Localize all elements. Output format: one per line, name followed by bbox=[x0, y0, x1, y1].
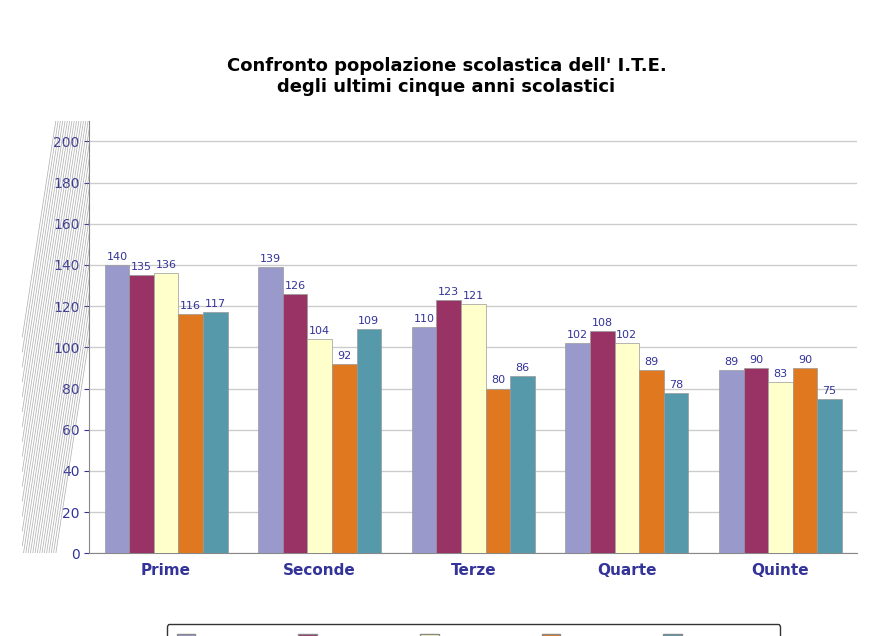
Bar bbox=[437, 300, 461, 553]
Text: 108: 108 bbox=[592, 318, 613, 328]
Bar bbox=[307, 339, 332, 553]
Text: 123: 123 bbox=[438, 287, 459, 297]
Bar bbox=[283, 294, 307, 553]
Text: 75: 75 bbox=[822, 386, 837, 396]
Bar bbox=[744, 368, 768, 553]
Bar bbox=[486, 389, 510, 553]
Bar bbox=[590, 331, 614, 553]
Text: 117: 117 bbox=[204, 300, 226, 309]
Bar bbox=[412, 327, 437, 553]
Bar bbox=[179, 314, 203, 553]
Text: 89: 89 bbox=[645, 357, 658, 367]
Text: 90: 90 bbox=[749, 355, 763, 365]
Bar bbox=[129, 275, 154, 553]
Bar bbox=[154, 273, 179, 553]
Text: 109: 109 bbox=[358, 315, 380, 326]
Text: 104: 104 bbox=[309, 326, 330, 336]
Bar bbox=[639, 370, 663, 553]
Bar bbox=[356, 329, 381, 553]
Text: 140: 140 bbox=[106, 252, 128, 262]
Bar bbox=[258, 267, 283, 553]
Text: 80: 80 bbox=[491, 375, 505, 385]
Text: 116: 116 bbox=[180, 301, 201, 312]
Bar bbox=[614, 343, 639, 553]
Text: 121: 121 bbox=[463, 291, 484, 301]
Text: 102: 102 bbox=[616, 330, 638, 340]
Text: 102: 102 bbox=[567, 330, 588, 340]
Text: 90: 90 bbox=[798, 355, 812, 365]
Text: Confronto popolazione scolastica dell' I.T.E.
degli ultimi cinque anni scolastic: Confronto popolazione scolastica dell' I… bbox=[227, 57, 666, 96]
Legend: a.s. 2012/13, a.s. 2013/14, a.s. 2014/15, a.s. 2015/16, a.s. 2016/17: a.s. 2012/13, a.s. 2013/14, a.s. 2014/15… bbox=[166, 625, 780, 636]
Bar bbox=[768, 382, 793, 553]
Bar bbox=[461, 304, 486, 553]
Bar bbox=[817, 399, 842, 553]
Bar bbox=[332, 364, 356, 553]
Text: 139: 139 bbox=[260, 254, 281, 264]
Text: 78: 78 bbox=[669, 380, 683, 390]
Bar bbox=[565, 343, 590, 553]
Text: 83: 83 bbox=[773, 370, 788, 379]
Text: 126: 126 bbox=[285, 280, 305, 291]
Text: 135: 135 bbox=[131, 262, 152, 272]
Text: 86: 86 bbox=[515, 363, 530, 373]
Bar bbox=[104, 265, 129, 553]
Bar bbox=[203, 312, 228, 553]
Text: 89: 89 bbox=[724, 357, 739, 367]
Bar bbox=[510, 377, 535, 553]
Text: 136: 136 bbox=[155, 260, 177, 270]
Bar bbox=[719, 370, 744, 553]
Bar bbox=[793, 368, 817, 553]
Text: 92: 92 bbox=[338, 351, 351, 361]
Bar bbox=[663, 392, 689, 553]
Text: 110: 110 bbox=[413, 314, 435, 324]
